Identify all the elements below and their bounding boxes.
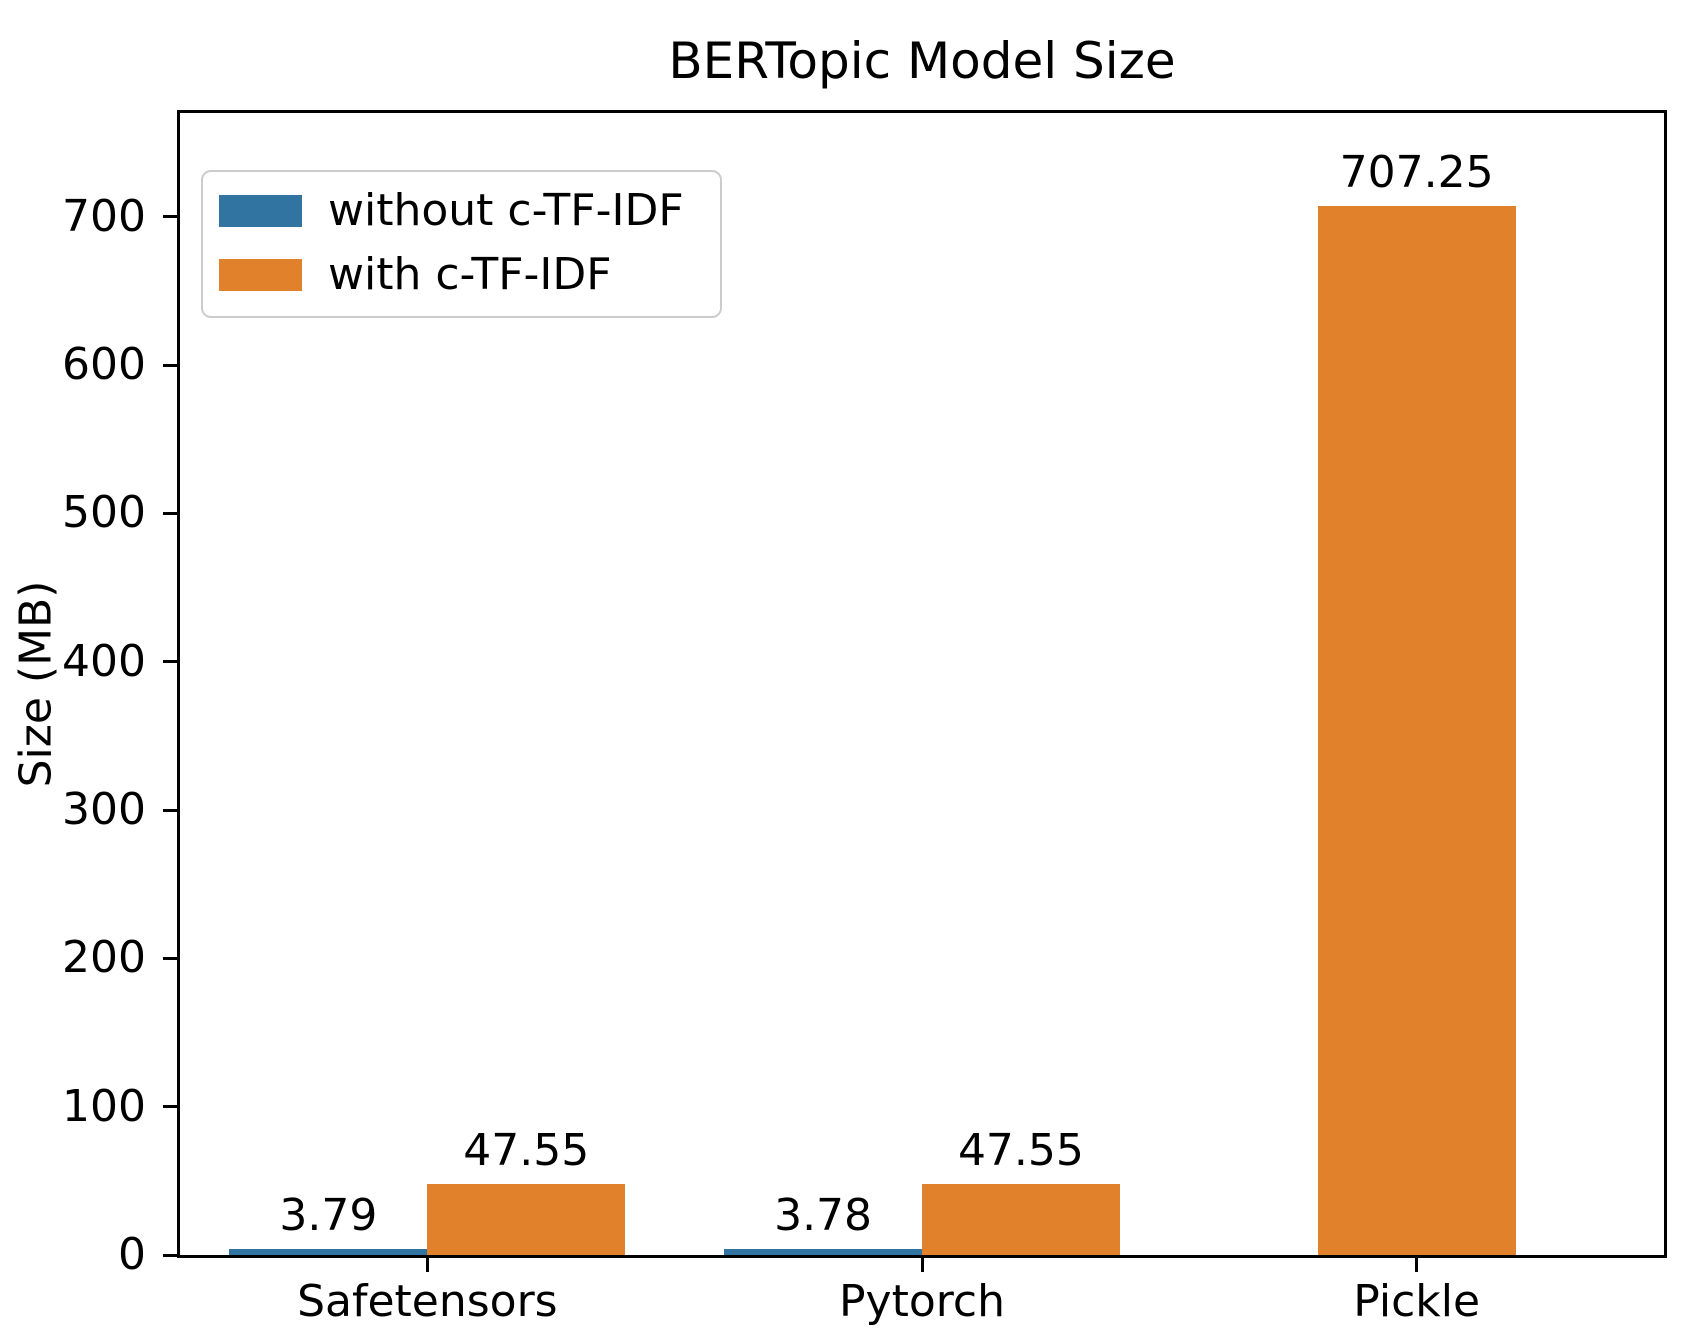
chart-title: BERTopic Model Size bbox=[668, 32, 1176, 90]
y-tick-label: 500 bbox=[62, 487, 146, 539]
y-tick-label: 100 bbox=[62, 1080, 146, 1132]
bar-value-label: 707.25 bbox=[1339, 147, 1494, 199]
legend-swatch bbox=[219, 259, 302, 291]
y-tick-label: 0 bbox=[118, 1229, 146, 1280]
x-tick-label: Pytorch bbox=[839, 1276, 1005, 1327]
bar-with-c-tf-idf bbox=[427, 1184, 626, 1255]
y-tick-mark bbox=[163, 808, 177, 812]
y-tick-label: 200 bbox=[62, 932, 146, 984]
y-axis-label: Size (MB) bbox=[10, 580, 62, 788]
y-tick-label: 600 bbox=[62, 339, 146, 391]
y-tick-mark bbox=[163, 660, 177, 664]
y-tick-label: 700 bbox=[62, 190, 146, 242]
legend: without c-TF-IDF with c-TF-IDF bbox=[201, 170, 722, 318]
bar-with-c-tf-idf bbox=[922, 1184, 1120, 1255]
x-tick-mark bbox=[1415, 1258, 1419, 1272]
y-tick-label: 300 bbox=[62, 784, 146, 836]
bar-with-c-tf-idf bbox=[1317, 206, 1516, 1255]
bar-without-c-tf-idf bbox=[724, 1249, 922, 1255]
plot-area: without c-TF-IDF with c-TF-IDF 0 100 200 300… bbox=[62, 110, 1667, 1325]
x-tick-mark bbox=[920, 1258, 924, 1272]
y-tick-mark bbox=[163, 1105, 177, 1109]
y-tick-mark bbox=[163, 215, 177, 219]
bar-value-label: 3.78 bbox=[774, 1190, 873, 1242]
legend-row: without c-TF-IDF bbox=[219, 185, 684, 237]
bar-value-label: 47.55 bbox=[463, 1125, 590, 1177]
y-tick-mark bbox=[163, 1253, 177, 1257]
x-tick-mark bbox=[425, 1258, 429, 1272]
y-tick-mark bbox=[163, 363, 177, 367]
legend-label: without c-TF-IDF bbox=[328, 185, 684, 236]
bar-without-c-tf-idf bbox=[229, 1249, 428, 1255]
bar-value-label: 47.55 bbox=[957, 1125, 1084, 1177]
y-tick-label: 400 bbox=[62, 635, 146, 687]
legend-swatch bbox=[219, 195, 302, 227]
y-tick-mark bbox=[163, 511, 177, 515]
legend-label: with c-TF-IDF bbox=[328, 249, 612, 300]
x-tick-label: Pickle bbox=[1353, 1276, 1481, 1327]
bar-value-label: 3.79 bbox=[279, 1190, 378, 1242]
x-tick-label: Safetensors bbox=[297, 1276, 558, 1327]
y-tick-mark bbox=[163, 956, 177, 960]
legend-row: with c-TF-IDF bbox=[219, 249, 684, 301]
